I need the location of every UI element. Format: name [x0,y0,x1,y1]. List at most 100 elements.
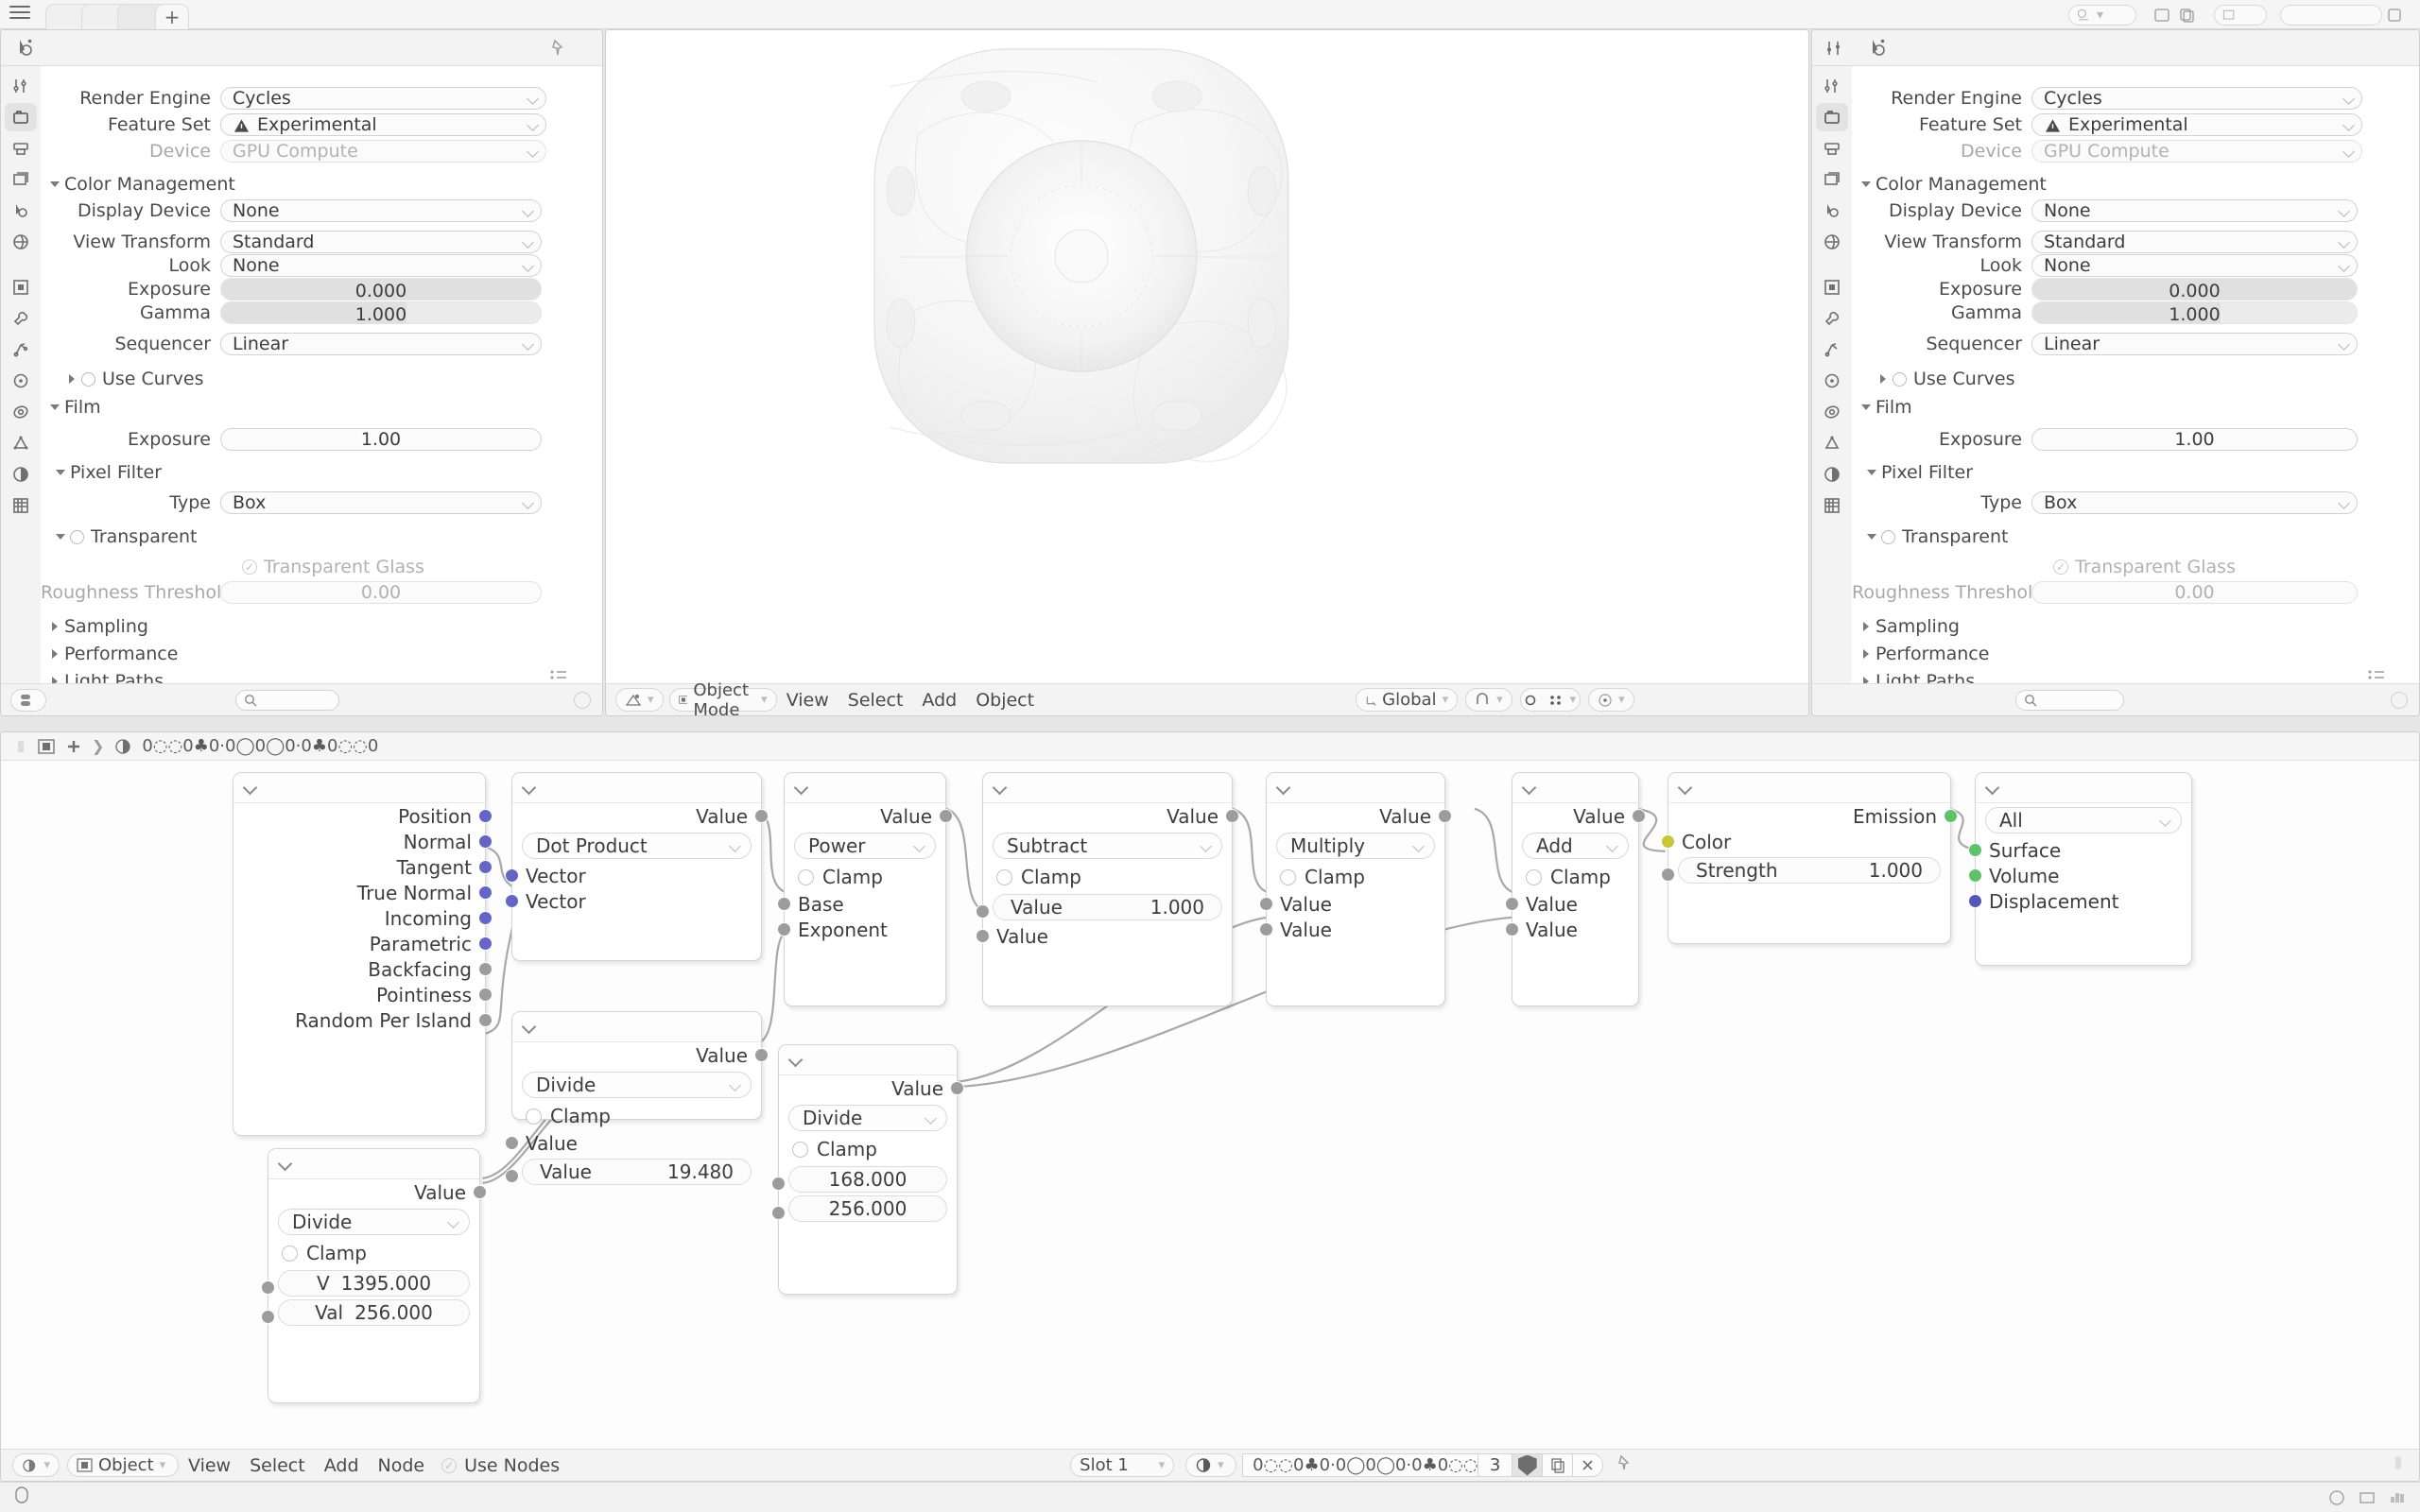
falloff-selector[interactable]: ▾ [1588,688,1634,712]
render-engine-dropdown-right[interactable]: Cycles [2031,86,2362,110]
device-dropdown-right[interactable]: GPU Compute [2031,139,2362,163]
tab-physics[interactable] [5,367,37,395]
use-nodes-toggle[interactable]: ✓ Use Nodes [441,1455,560,1476]
socket-normal[interactable]: Normal [233,829,493,854]
filter-icon[interactable] [10,688,46,712]
transparent-glass-row[interactable]: ✓ Transparent Glass [242,557,424,577]
add-view-layer-icon[interactable] [2382,3,2407,26]
subtract-clamp-toggle[interactable]: Clamp [983,863,1232,891]
transparent-checkbox-right[interactable] [1881,529,1895,544]
node-math-divide-mid[interactable]: Value Divide Clamp 168.000 256.000 [771,1044,964,1295]
divide-upper-value-field-2[interactable]: Value 19.480 [522,1159,752,1185]
exposure-slider[interactable]: 0.000 [220,277,542,301]
socket-backfacing[interactable]: Backfacing [233,956,493,982]
pin-icon[interactable] [547,38,568,59]
panel-resize-handle[interactable] [574,691,591,709]
scene-selector[interactable]: ▾ [2068,4,2136,26]
properties-search-input[interactable] [235,689,339,711]
pin-material-icon[interactable] [1615,1453,1634,1477]
film-exposure-field-right[interactable]: 1.00 [2031,427,2358,451]
node-editor-scroll-indicator[interactable] [2391,1453,2406,1477]
color-management-panel-header[interactable]: Color Management [50,174,235,195]
transparent-checkbox[interactable] [70,529,84,544]
snap-toggle[interactable]: ▾ [1465,688,1512,712]
multiply-operation-dropdown[interactable]: Multiply [1276,833,1435,859]
material-name-field[interactable]: 0◌◌0♣0·0◯0◯0·0♣0◌◌0 [1242,1453,1489,1477]
transparent-panel-header[interactable]: Transparent [56,526,198,547]
node-menu-add[interactable]: Add [323,1454,359,1476]
socket-power-value-out[interactable]: Value [785,803,953,829]
socket-multiply-value-out[interactable]: Value [1267,803,1452,829]
socket-displacement[interactable]: Displacement [1968,888,2191,914]
divide-upper-operation-dropdown[interactable]: Divide [522,1072,752,1098]
tab-object-data-right[interactable] [1816,429,1848,457]
divide-lower-value-field-1[interactable]: V 1395.000 [278,1270,470,1297]
socket-divide-lower-out[interactable]: Value [268,1179,487,1205]
node-math-divide-upper[interactable]: Value Divide Clamp Value Value 19.480 [505,1011,769,1185]
device-dropdown[interactable]: GPU Compute [220,139,546,163]
node-divide-lower-header[interactable] [268,1149,479,1179]
socket-volume[interactable]: Volume [1968,863,2191,888]
view-transform-dropdown-right[interactable]: Standard [2031,230,2358,253]
gamma-slider-right[interactable]: 1.000 [2031,301,2358,324]
divide-mid-value-field-2[interactable]: 256.000 [788,1195,947,1222]
power-clamp-toggle[interactable]: Clamp [785,863,945,891]
viewport-menu-add[interactable]: Add [922,689,958,711]
node-math-subtract[interactable]: Value Subtract Clamp Value 1.000 Value [976,772,1239,1006]
performance-panel-header-right[interactable]: Performance [1863,644,1989,664]
tab-scene[interactable] [5,197,37,225]
node-math-subtract-header[interactable] [983,773,1232,803]
node-vector-math-dot-product[interactable]: Value Dot Product Vector Vector [505,772,769,961]
vecmath-operation-dropdown[interactable]: Dot Product [522,833,752,859]
node-emission-header[interactable] [1668,773,1950,803]
pixel-filter-panel-header[interactable]: Pixel Filter [56,462,162,483]
sequencer-dropdown[interactable]: Linear [220,332,542,355]
properties-search-input-right[interactable] [2015,689,2124,711]
tab-object-right[interactable] [1816,273,1848,301]
options-dots-icon-2[interactable] [549,667,570,683]
divide-mid-operation-dropdown[interactable]: Divide [788,1105,947,1131]
tab-object-data[interactable] [5,429,37,457]
new-material-button[interactable] [1543,1453,1574,1477]
tab-material[interactable] [5,460,37,489]
power-operation-dropdown[interactable]: Power [794,833,936,859]
viewport-menu-object[interactable]: Object [976,689,1035,711]
tab-material-right[interactable] [1816,460,1848,489]
use-curves-toggle-right[interactable]: Use Curves [1880,369,2015,389]
look-dropdown-right[interactable]: None [2031,253,2358,277]
socket-incoming[interactable]: Incoming [233,905,493,931]
emission-strength-field[interactable]: Strength 1.000 [1678,857,1941,884]
proportional-edit-toggle[interactable]: ▾ [1519,688,1582,712]
look-dropdown[interactable]: None [220,253,542,277]
node-divide-upper-header[interactable] [512,1012,761,1042]
socket-random-per-island[interactable]: Random Per Island [233,1007,493,1033]
subtract-value-field-1[interactable]: Value 1.000 [993,894,1222,920]
socket-multiply-value-2[interactable]: Value [1259,917,1444,942]
node-math-add-header[interactable] [1512,773,1638,803]
node-math-power-header[interactable] [785,773,945,803]
sampling-panel-header-right[interactable]: Sampling [1863,616,1960,637]
tab-physics-right[interactable] [1816,367,1848,395]
display-device-dropdown-right[interactable]: None [2031,198,2358,222]
divide-lower-clamp-toggle[interactable]: Clamp [268,1239,479,1267]
scroll-handle-icon[interactable] [14,737,27,756]
material-browse-selector[interactable]: ▾ [1185,1453,1237,1477]
socket-add-value-out[interactable]: Value [1512,803,1646,829]
tab-view-layer-right[interactable] [1816,165,1848,194]
display-device-dropdown[interactable]: None [220,198,542,222]
roughness-threshold-field-right[interactable]: 0.00 [2031,580,2358,604]
socket-surface[interactable]: Surface [1968,837,2191,863]
socket-vector-b[interactable]: Vector [505,888,761,914]
material-output-target-dropdown[interactable]: All [1985,807,2182,833]
view-layer-selector[interactable] [2214,4,2267,26]
tab-output[interactable] [5,134,37,163]
use-curves-checkbox[interactable] [81,371,95,387]
transparent-glass-checkbox[interactable]: ✓ [242,559,257,575]
multiply-clamp-toggle[interactable]: Clamp [1267,863,1444,891]
editor-type-selector[interactable]: ▾ [615,688,664,712]
add-workspace-button[interactable]: + [155,4,189,29]
film-panel-header[interactable]: Film [50,397,101,418]
node-math-multiply[interactable]: Value Multiply Clamp Value Value [1259,772,1452,1006]
pixel-filter-type-dropdown[interactable]: Box [220,490,542,514]
socket-true-normal[interactable]: True Normal [233,880,493,905]
